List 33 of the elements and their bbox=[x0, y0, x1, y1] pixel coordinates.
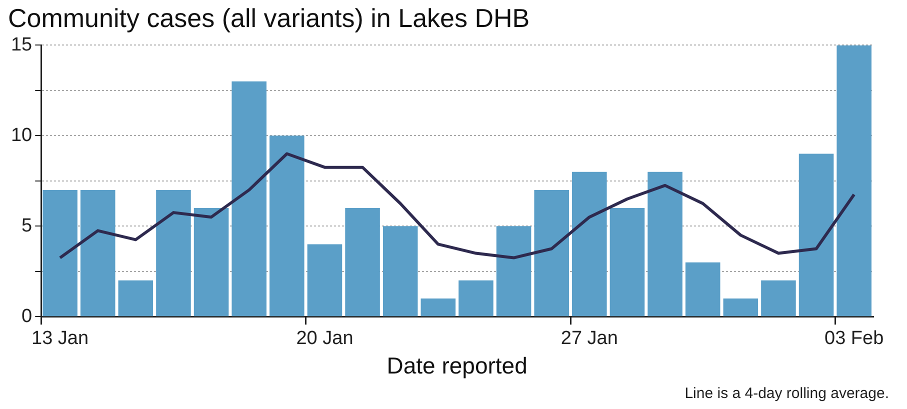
bar bbox=[648, 172, 682, 316]
bar bbox=[761, 280, 796, 316]
bar bbox=[496, 226, 532, 316]
bar bbox=[685, 262, 720, 316]
y-tick-label: 15 bbox=[10, 34, 32, 56]
bar bbox=[42, 190, 78, 316]
x-tick-label: 03 Feb bbox=[824, 328, 884, 350]
bar bbox=[382, 226, 418, 316]
bar bbox=[836, 45, 872, 316]
bar bbox=[80, 190, 116, 316]
text: Line is a 4-day rolling average. bbox=[684, 385, 889, 402]
y-tick-label: 0 bbox=[22, 306, 32, 327]
bar bbox=[458, 280, 494, 316]
bar bbox=[798, 154, 834, 316]
bar bbox=[534, 190, 569, 316]
bar bbox=[118, 280, 154, 316]
bar bbox=[723, 298, 758, 316]
bar bbox=[232, 81, 266, 316]
bar bbox=[307, 244, 342, 316]
chart-title: Community cases (all variants) in Lakes DHB bbox=[8, 2, 530, 33]
x-axis-title: Date reported bbox=[386, 352, 528, 379]
bar bbox=[572, 172, 607, 316]
bar bbox=[420, 298, 456, 316]
bar bbox=[610, 208, 645, 316]
bar bbox=[345, 208, 380, 316]
x-tick-label: 27 Jan bbox=[560, 328, 618, 350]
x-tick-label: 20 Jan bbox=[296, 328, 354, 350]
bar bbox=[270, 136, 304, 316]
bar bbox=[156, 190, 191, 316]
x-tick-label: 13 Jan bbox=[32, 328, 89, 350]
bar bbox=[194, 208, 229, 316]
y-tick-label: 10 bbox=[10, 124, 32, 146]
y-tick-label: 5 bbox=[22, 215, 32, 236]
